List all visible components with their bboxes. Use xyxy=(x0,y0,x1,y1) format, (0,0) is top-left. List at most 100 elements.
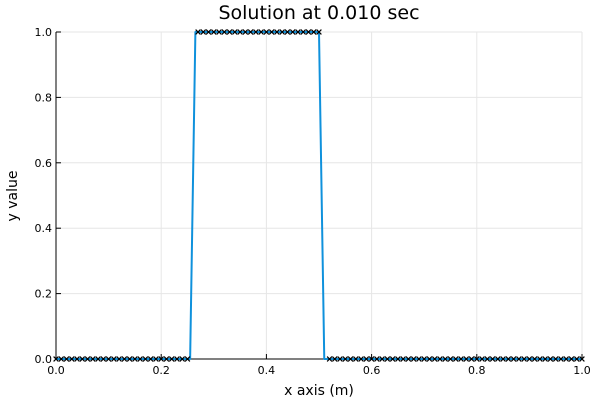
x-marker xyxy=(547,356,554,362)
x-marker xyxy=(531,356,538,362)
x-marker xyxy=(163,356,170,362)
x-marker xyxy=(142,356,149,362)
x-marker xyxy=(579,356,585,362)
x-marker xyxy=(473,356,480,362)
y-tick-label: 0.8 xyxy=(35,91,53,104)
x-marker xyxy=(242,29,249,35)
x-marker xyxy=(295,29,301,35)
x-marker xyxy=(132,356,138,362)
x-marker xyxy=(363,356,370,362)
x-marker xyxy=(253,29,259,35)
x-marker xyxy=(137,356,143,362)
x-marker xyxy=(300,29,307,35)
x-marker xyxy=(95,356,101,362)
x-marker xyxy=(495,356,501,362)
x-marker xyxy=(395,356,401,362)
x-marker xyxy=(316,29,322,35)
x-marker xyxy=(558,356,564,362)
x-marker xyxy=(284,29,291,35)
x-marker xyxy=(405,356,412,362)
x-marker xyxy=(158,356,165,362)
x-marker xyxy=(437,356,443,362)
x-marker xyxy=(516,356,522,362)
x-marker xyxy=(111,356,117,362)
x-marker xyxy=(268,29,275,35)
y-tick-label: 0.4 xyxy=(35,222,53,235)
x-marker xyxy=(74,356,80,362)
x-tick-label: 0.6 xyxy=(363,364,381,377)
x-marker xyxy=(468,356,475,362)
x-marker xyxy=(179,356,186,362)
x-marker xyxy=(431,356,438,362)
x-marker xyxy=(484,356,491,362)
x-marker xyxy=(58,356,65,362)
x-marker xyxy=(463,356,470,362)
x-axis-label: x axis (m) xyxy=(284,383,354,399)
x-marker xyxy=(326,356,333,362)
x-marker xyxy=(410,356,417,362)
y-tick-label: 0.6 xyxy=(35,157,53,170)
x-marker xyxy=(116,356,122,362)
x-marker xyxy=(195,29,201,35)
x-marker xyxy=(389,356,396,362)
x-marker xyxy=(310,29,317,35)
x-marker xyxy=(274,29,280,35)
x-marker xyxy=(226,29,233,35)
x-marker xyxy=(147,356,154,362)
x-marker xyxy=(447,356,454,362)
x-marker xyxy=(121,356,128,362)
x-marker xyxy=(205,29,212,35)
x-marker xyxy=(374,356,380,362)
x-marker xyxy=(153,356,159,362)
x-marker xyxy=(416,356,422,362)
series-layer xyxy=(53,29,585,362)
x-marker xyxy=(126,356,133,362)
x-marker xyxy=(342,356,349,362)
y-tick-label: 1.0 xyxy=(35,26,53,39)
x-marker xyxy=(331,356,338,362)
x-marker xyxy=(384,356,391,362)
x-marker xyxy=(305,29,312,35)
x-marker xyxy=(89,356,96,362)
x-marker xyxy=(358,356,364,362)
x-marker xyxy=(526,356,533,362)
x-marker xyxy=(174,356,180,362)
x-marker xyxy=(63,356,70,362)
x-marker xyxy=(510,356,517,362)
y-axis-label: y value xyxy=(5,171,21,222)
x-tick-label: 0.4 xyxy=(258,364,276,377)
axis-ticks: 0.0 0.2 0.4 0.6 0.8 1.0 0.0 0.2 0.4 0.6 0.8 1.0 xyxy=(35,26,591,377)
x-marker xyxy=(337,356,343,362)
x-marker xyxy=(263,29,270,35)
x-marker xyxy=(279,29,286,35)
x-marker xyxy=(442,356,449,362)
x-marker xyxy=(500,356,506,362)
x-marker xyxy=(489,356,496,362)
x-marker xyxy=(379,356,385,362)
y-tick-label: 0.0 xyxy=(35,353,53,366)
x-marker xyxy=(452,356,459,362)
x-marker xyxy=(426,356,433,362)
x-marker xyxy=(458,356,464,362)
chart-title: Solution at 0.010 sec xyxy=(218,2,419,24)
x-marker xyxy=(400,356,406,362)
x-marker xyxy=(79,356,86,362)
x-marker xyxy=(537,356,543,362)
x-marker xyxy=(368,356,375,362)
x-marker xyxy=(168,356,175,362)
x-tick-label: 0.0 xyxy=(47,364,65,377)
x-marker xyxy=(184,356,191,362)
x-marker xyxy=(563,356,570,362)
x-marker xyxy=(100,356,107,362)
x-marker xyxy=(105,356,112,362)
x-marker xyxy=(200,29,207,35)
x-marker xyxy=(421,356,428,362)
x-tick-label: 1.0 xyxy=(573,364,591,377)
x-marker xyxy=(347,356,354,362)
x-marker xyxy=(568,356,575,362)
x-marker xyxy=(216,29,222,35)
x-marker xyxy=(552,356,559,362)
x-marker xyxy=(237,29,243,35)
